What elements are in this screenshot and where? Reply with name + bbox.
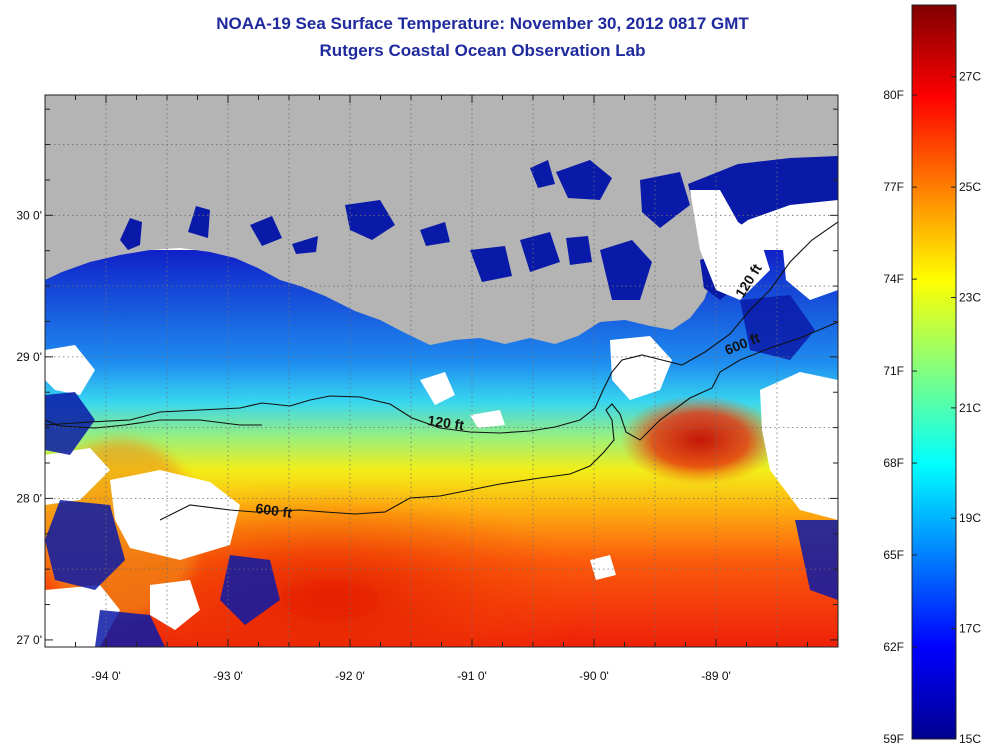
colorbar-c-label: 21C [959,401,981,415]
colorbar-c-label: 17C [959,622,981,636]
axis-ticks [44,95,839,647]
map-gridlines [45,95,838,647]
lat-tick-label: 29 0' [16,350,42,364]
latitude-axis-labels: 30 0' 29 0' 28 0' 27 0' [16,208,42,647]
cloud-fringe [45,295,838,647]
colorbar-c-label: 19C [959,511,981,525]
colorbar-c-label: 25C [959,180,981,194]
isobath-120ft [45,221,838,434]
colorbar-f-label: 62F [883,640,904,654]
colorbar-c-label: 15C [959,732,981,746]
colorbar-c-label: 23C [959,290,981,304]
lon-tick-label: -91 0' [457,669,487,683]
colorbar-f-label: 59F [883,732,904,746]
lat-tick-label: 27 0' [16,633,42,647]
lon-tick-label: -94 0' [91,669,121,683]
isobath-600ft [45,321,838,521]
colorbar-frame [911,4,957,740]
colorbar-fahrenheit-labels: 80F 77F 74F 71F 68F 65F 62F 59F [883,88,904,746]
map-subtitle: Rutgers Coastal Ocean Observation Lab [319,41,646,60]
lon-tick-label: -89 0' [701,669,731,683]
colorbar-f-label: 65F [883,548,904,562]
colorbar-c-label: 27C [959,70,981,84]
colorbar-f-label: 80F [883,88,904,102]
colorbar-celsius-labels: 27C 25C 23C 21C 19C 17C 15C [959,70,981,746]
lon-tick-label: -92 0' [335,669,365,683]
colorbar-ticks [912,76,956,740]
contour-label: 600 ft [255,500,294,521]
warm-eddy [620,395,780,485]
colorbar-f-label: 71F [883,364,904,378]
inland-water [120,156,838,300]
contour-label: 120 ft [427,412,466,433]
lat-tick-label: 30 0' [16,208,42,222]
colorbar-scale [912,5,956,739]
colorbar-f-label: 77F [883,180,904,194]
colorbar-f-label: 68F [883,456,904,470]
colorbar-f-label: 74F [883,272,904,286]
longitude-axis-labels: -94 0' -93 0' -92 0' -91 0' -90 0' -89 0' [91,669,731,683]
lon-tick-label: -90 0' [579,669,609,683]
colorbar: 80F 77F 74F 71F 68F 65F 62F 59F 27C 25C 23C 21C 19C… [883,4,981,746]
map-title: NOAA-19 Sea Surface Temperature: Novembe… [216,14,749,33]
lat-tick-label: 28 0' [16,491,42,505]
lon-tick-label: -93 0' [213,669,243,683]
